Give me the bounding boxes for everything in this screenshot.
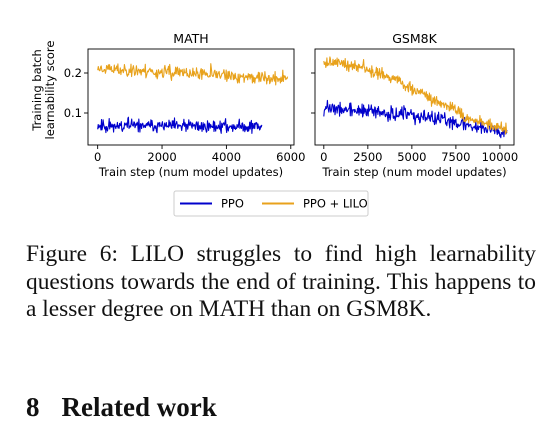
- series-line: [323, 99, 508, 139]
- y-tick-label: 0.1: [64, 106, 82, 120]
- legend: PPO PPO + LILO: [173, 190, 369, 217]
- x-tick-label: 2000: [147, 150, 176, 164]
- x-tick-label: 5000: [397, 150, 426, 164]
- series-line: [97, 63, 289, 86]
- x-axis-label: Train step (num model updates): [98, 165, 283, 179]
- y-axis-label: Training batch learnability score: [30, 41, 57, 140]
- section-heading: 8 Related work: [26, 392, 217, 423]
- series-line: [323, 56, 508, 135]
- x-tick-label: 6000: [276, 150, 305, 164]
- y-axis-label-line2: learnability score: [43, 41, 57, 140]
- chart-title: GSM8K: [392, 31, 437, 46]
- chart-title: MATH: [173, 31, 208, 46]
- legend-ppo-lilo-label: PPO + LILO: [303, 197, 368, 211]
- chart-panel-math: MATH 0 2000 4000 6000 0.1 0.2 Train step (num m…: [64, 31, 306, 179]
- x-tick-label: 0: [94, 150, 101, 164]
- x-tick-label: 4000: [212, 150, 241, 164]
- series-line: [97, 116, 263, 134]
- x-tick-label: 2500: [353, 150, 382, 164]
- figure-caption: Figure 6: LILO struggles to find high le…: [26, 241, 536, 322]
- plot-frame: [87, 48, 295, 146]
- figure-6: Training batch learnability score MATH 0 2…: [30, 31, 518, 217]
- legend-ppo-label: PPO: [221, 197, 244, 211]
- y-axis-label-line1: Training batch: [30, 49, 44, 132]
- section-title: Related work: [61, 392, 217, 422]
- x-axis-label: Train step (num model updates): [321, 165, 506, 179]
- x-tick-label: 10000: [482, 150, 519, 164]
- y-tick-label: 0.2: [64, 66, 82, 80]
- x-tick-label: 7500: [441, 150, 470, 164]
- section-number: 8: [26, 392, 40, 422]
- plot-frame: [314, 48, 515, 146]
- x-tick-label: 0: [320, 150, 327, 164]
